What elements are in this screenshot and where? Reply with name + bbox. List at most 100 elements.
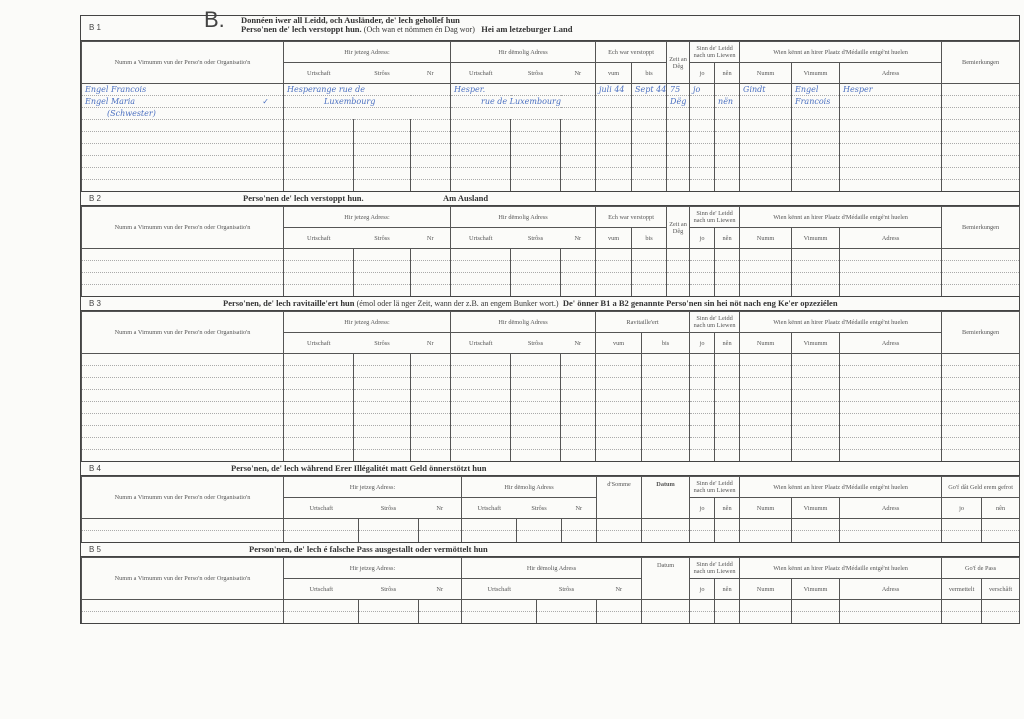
cell[interactable] xyxy=(450,413,512,426)
cell[interactable] xyxy=(791,389,841,402)
cell[interactable] xyxy=(510,437,562,450)
cell[interactable] xyxy=(283,449,354,462)
cell-yes[interactable] xyxy=(689,95,716,108)
cell[interactable] xyxy=(641,413,691,426)
cell[interactable] xyxy=(689,272,716,285)
cell[interactable] xyxy=(596,611,643,624)
cell[interactable] xyxy=(81,179,284,192)
cell[interactable] xyxy=(81,119,284,132)
cell-remarks[interactable] xyxy=(941,83,1021,96)
cell[interactable] xyxy=(689,248,716,261)
cell[interactable] xyxy=(941,518,983,531)
cell[interactable] xyxy=(689,599,716,612)
cell[interactable] xyxy=(981,530,1021,543)
cell[interactable] xyxy=(283,119,354,132)
cell[interactable] xyxy=(81,530,284,543)
cell[interactable] xyxy=(631,143,668,156)
cell[interactable] xyxy=(595,401,643,414)
cell[interactable] xyxy=(536,599,598,612)
cell[interactable] xyxy=(689,401,716,414)
cell[interactable] xyxy=(941,530,983,543)
cell-to[interactable] xyxy=(631,95,668,108)
cell[interactable] xyxy=(641,353,691,366)
cell[interactable] xyxy=(689,155,716,168)
cell[interactable] xyxy=(450,437,512,450)
cell[interactable] xyxy=(560,248,597,261)
cell[interactable] xyxy=(561,518,598,531)
cell[interactable] xyxy=(560,365,597,378)
cell[interactable] xyxy=(839,413,943,426)
cell[interactable] xyxy=(283,131,354,144)
cell[interactable] xyxy=(450,248,512,261)
cell[interactable] xyxy=(81,611,284,624)
cell[interactable] xyxy=(689,167,716,180)
cell[interactable] xyxy=(450,272,512,285)
cell-yes[interactable]: jo xyxy=(689,83,716,96)
cell-medal-name[interactable]: Gindt xyxy=(739,83,793,96)
cell-from[interactable] xyxy=(595,95,633,108)
cell[interactable] xyxy=(450,365,512,378)
cell[interactable] xyxy=(81,401,284,414)
cell[interactable] xyxy=(631,179,668,192)
cell[interactable] xyxy=(839,425,943,438)
cell[interactable] xyxy=(595,143,633,156)
cell[interactable] xyxy=(689,119,716,132)
cell[interactable] xyxy=(641,518,691,531)
cell[interactable] xyxy=(941,449,1021,462)
cell[interactable] xyxy=(596,599,643,612)
cell[interactable] xyxy=(409,449,452,462)
cell[interactable] xyxy=(714,143,741,156)
cell-to[interactable]: Sept 44 xyxy=(631,83,668,96)
cell[interactable] xyxy=(595,131,633,144)
cell[interactable] xyxy=(739,530,793,543)
cell[interactable] xyxy=(791,131,841,144)
cell[interactable] xyxy=(941,248,1021,261)
cell[interactable] xyxy=(791,167,841,180)
cell[interactable] xyxy=(791,179,841,192)
cell[interactable] xyxy=(510,119,562,132)
cell[interactable] xyxy=(689,365,716,378)
cell[interactable] xyxy=(666,167,691,180)
cell[interactable] xyxy=(689,377,716,390)
cell[interactable] xyxy=(714,155,741,168)
cell[interactable] xyxy=(839,353,943,366)
cell[interactable] xyxy=(536,611,598,624)
cell[interactable] xyxy=(941,167,1021,180)
cell[interactable] xyxy=(941,284,1021,297)
cell[interactable] xyxy=(283,413,354,426)
cell[interactable] xyxy=(689,518,716,531)
cell[interactable] xyxy=(714,131,741,144)
cell[interactable] xyxy=(739,248,793,261)
cell[interactable] xyxy=(689,425,716,438)
cell[interactable] xyxy=(666,119,691,132)
cell[interactable] xyxy=(941,365,1021,378)
cell[interactable] xyxy=(791,365,841,378)
cell[interactable] xyxy=(461,611,538,624)
cell[interactable] xyxy=(510,401,562,414)
cell[interactable] xyxy=(81,155,284,168)
cell[interactable] xyxy=(941,107,1021,120)
cell[interactable] xyxy=(353,425,411,438)
cell[interactable] xyxy=(450,284,512,297)
cell[interactable] xyxy=(450,425,512,438)
cell[interactable] xyxy=(561,530,598,543)
cell[interactable] xyxy=(81,518,284,531)
cell[interactable] xyxy=(358,518,419,531)
cell[interactable] xyxy=(631,107,668,120)
cell[interactable] xyxy=(666,107,691,120)
cell[interactable] xyxy=(791,107,841,120)
cell[interactable] xyxy=(791,353,841,366)
cell[interactable] xyxy=(839,272,943,285)
cell[interactable] xyxy=(450,179,512,192)
cell[interactable] xyxy=(283,143,354,156)
cell[interactable] xyxy=(409,155,452,168)
cell[interactable] xyxy=(510,272,562,285)
cell[interactable] xyxy=(941,599,983,612)
cell[interactable] xyxy=(510,179,562,192)
cell[interactable] xyxy=(739,131,793,144)
cell[interactable] xyxy=(516,518,563,531)
cell[interactable] xyxy=(791,518,841,531)
cell[interactable] xyxy=(409,167,452,180)
cell[interactable] xyxy=(595,425,643,438)
cell[interactable] xyxy=(283,179,354,192)
